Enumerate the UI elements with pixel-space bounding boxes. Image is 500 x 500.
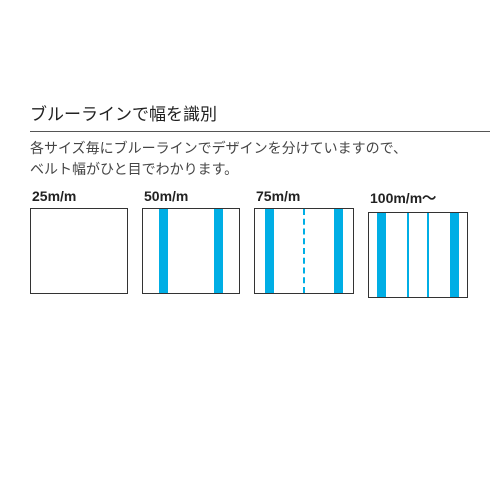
label-25: 25m/m: [32, 188, 128, 204]
card-25: 25m/m: [30, 188, 128, 298]
swatch-50: [142, 208, 240, 294]
stripe-icon: [159, 209, 168, 293]
label-100: 100m/m〜: [370, 188, 468, 208]
stripe-icon: [334, 209, 343, 293]
swatch-25: [30, 208, 128, 294]
stripe-icon: [265, 209, 274, 293]
swatch-100: [368, 212, 468, 298]
desc-line2: ベルト幅がひと目でわかります。: [30, 161, 238, 177]
card-75: 75m/m: [254, 188, 354, 298]
description: 各サイズ毎にブルーラインでデザインを分けていますので、 ベルト幅がひと目でわかり…: [30, 138, 480, 180]
card-100: 100m/m〜: [368, 188, 468, 298]
thin-stripe-icon: [427, 213, 429, 297]
stripe-icon: [377, 213, 386, 297]
thin-stripe-icon: [407, 213, 409, 297]
dashed-stripe-icon: [303, 209, 305, 293]
card-50: 50m/m: [142, 188, 240, 298]
title-row: ブルーラインで幅を識別: [30, 100, 480, 127]
desc-line1: 各サイズ毎にブルーラインでデザインを分けていますので、: [30, 140, 407, 156]
divider: [30, 131, 490, 132]
title: ブルーラインで幅を識別: [30, 100, 217, 127]
swatch-75: [254, 208, 354, 294]
label-50: 50m/m: [144, 188, 240, 204]
label-75: 75m/m: [256, 188, 354, 204]
card-row: 25m/m 50m/m 75m/m 100m/m〜: [30, 188, 480, 298]
content-area: ブルーラインで幅を識別 各サイズ毎にブルーラインでデザインを分けていますので、 …: [0, 0, 500, 298]
stripe-icon: [214, 209, 223, 293]
stripe-icon: [450, 213, 459, 297]
